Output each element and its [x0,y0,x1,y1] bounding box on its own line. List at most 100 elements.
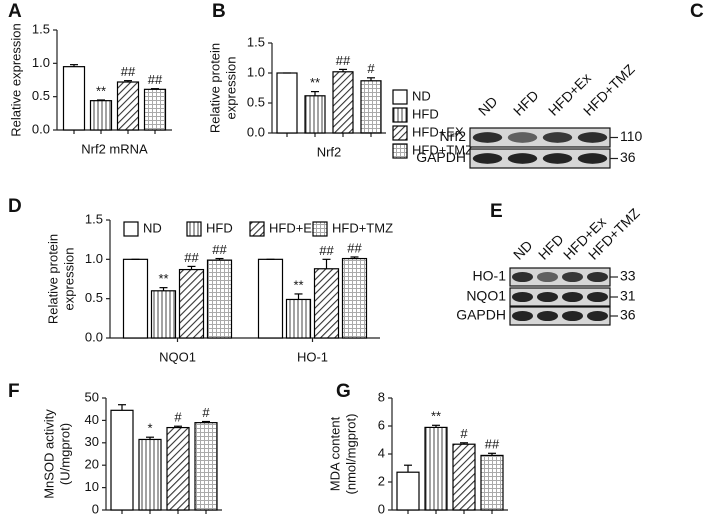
x-tick-label: Nrf2 mRNA [81,141,148,156]
y-tick-label: 1.0 [247,64,265,79]
significance-label: ## [336,53,351,68]
bar [257,258,284,339]
bar [178,268,205,339]
x-tick-label: NQO1 [159,349,196,364]
lane-label: HFD [510,87,542,119]
y-tick-label: 6 [378,417,385,432]
blot-band [472,132,503,143]
y-axis-label: Relative protein [45,234,60,324]
panel-label: F [8,381,20,402]
significance-label: * [147,421,152,436]
y-tick-label: 0 [92,501,99,516]
legend-swatch [392,107,408,123]
bar [122,258,149,339]
y-axis-label: MnSOD activity [41,409,56,499]
legend-swatch [392,143,408,159]
y-axis-label: MDA content [327,416,342,491]
lane-label: ND [475,93,501,119]
blot-band [537,291,558,303]
y-tick-label: 1.5 [32,21,50,36]
legend-label: HFD+TMZ [332,220,393,235]
blot-band [512,271,533,283]
legend-label: ND [412,88,431,103]
x-tick-label: HO-1 [297,349,328,364]
significance-label: ## [148,72,163,87]
significance-label: ** [310,75,320,90]
size-label: 36 [620,307,636,323]
blot-band [587,271,608,283]
bar [396,471,420,511]
bar [138,438,162,511]
y-tick-label: 4 [378,445,385,460]
legend-label: HFD+EX [412,124,464,139]
bar [276,72,298,134]
significance-label: ## [319,243,334,258]
blot-band [512,291,533,303]
y-axis-label: Relative protein [207,43,222,133]
size-label: 36 [620,149,636,165]
significance-label: ## [485,437,500,452]
bar [360,80,382,134]
y-tick-label: 0.5 [247,94,265,109]
significance-label: ** [293,277,303,292]
significance-label: ## [121,64,136,79]
y-axis-label: Relative expression [8,23,23,136]
significance-label: # [202,405,210,420]
bar [304,95,326,134]
y-axis-label: (nmol/mgprot) [343,414,358,495]
panel-label: A [8,1,22,22]
blot-band [577,153,608,164]
bar [166,426,190,511]
blot-band [472,153,503,164]
y-tick-label: 0 [378,501,385,516]
y-tick-label: 20 [85,457,99,472]
legend-swatch [249,221,265,237]
y-tick-label: 0.0 [85,329,103,344]
row-label: NQO1 [466,288,506,304]
y-axis-label: expression [223,57,238,120]
bar [480,454,504,511]
y-tick-label: 1.0 [85,251,103,266]
y-tick-label: 0.0 [32,121,50,136]
blot-band [542,153,573,164]
y-tick-label: 2 [378,473,385,488]
size-label: 110 [620,128,643,144]
significance-label: ** [158,271,168,286]
bar [62,66,86,131]
bar [452,443,476,511]
blot-band [537,271,558,283]
legend-label: HFD+Ex [269,220,319,235]
bar [341,257,368,339]
significance-label: ** [96,83,106,98]
y-tick-label: 1.5 [247,34,265,49]
lane-label: HFD+TMZ [580,61,638,119]
size-label: 33 [620,268,636,284]
row-label: GAPDH [456,307,506,323]
bar [332,71,354,134]
blot-band [537,310,558,322]
significance-label: ** [431,409,441,424]
y-tick-label: 1.0 [32,55,50,70]
bar [116,81,140,131]
blot-band [562,310,583,322]
legend-swatch [123,221,139,237]
blot-band [507,153,538,164]
blot-band [542,132,573,143]
bar [313,268,340,339]
y-axis-label: expression [61,248,76,311]
legend-swatch [312,221,328,237]
y-tick-label: 50 [85,389,99,404]
blot-band [512,310,533,322]
blot-band [587,310,608,322]
legend-swatch [392,125,408,141]
blot-band [507,132,538,143]
y-tick-label: 0.5 [32,88,50,103]
y-tick-label: 30 [85,434,99,449]
panel-label: B [212,1,226,22]
x-tick-label: Nrf2 [317,144,342,159]
legend-label: HFD+TMZ [412,142,473,157]
significance-label: ## [347,240,362,255]
significance-label: ## [212,242,227,257]
row-label: Nrf2 [440,128,467,144]
